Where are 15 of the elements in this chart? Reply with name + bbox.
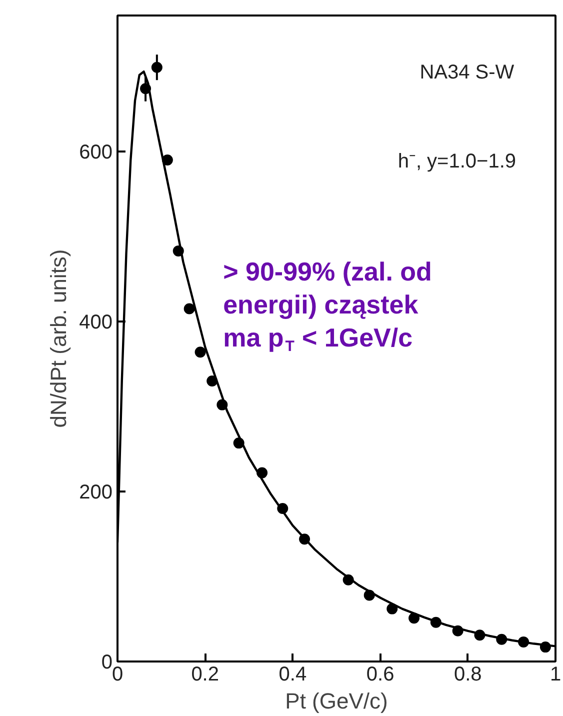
x-tick-label: 0.6: [366, 664, 394, 686]
annotation: NA34 S-W: [420, 61, 514, 84]
x-axis-title: Pt (GeV/c): [285, 688, 388, 714]
x-tick-label: 1: [550, 664, 562, 686]
point: [194, 346, 206, 358]
y-axis-title: dN/dPt (arb. units): [46, 249, 72, 428]
x-tick-label: 0.4: [278, 664, 307, 686]
point: [184, 303, 195, 314]
point: [151, 62, 162, 73]
y-tick-label: 200: [79, 482, 113, 504]
y-tick-label: 400: [79, 312, 113, 334]
x-tick-label: 0.2: [191, 664, 220, 686]
annotation: h⁻, y=1.0−1.9: [398, 150, 516, 173]
y-tick-label: 600: [79, 142, 113, 164]
x-tick-label: 0.8: [454, 664, 482, 686]
